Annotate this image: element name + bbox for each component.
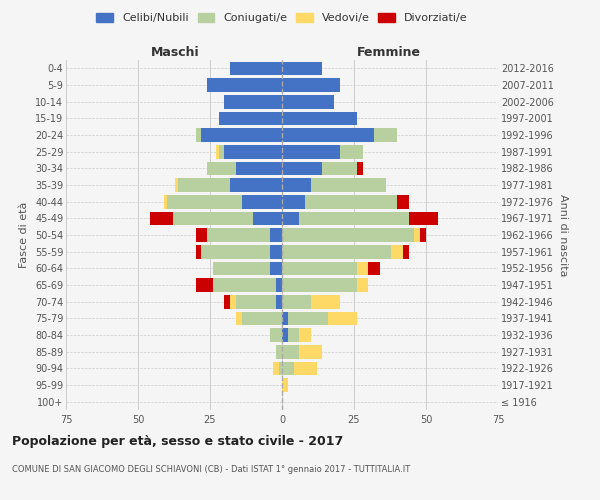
Bar xyxy=(216,145,218,158)
Bar xyxy=(282,312,288,325)
Bar xyxy=(368,262,380,275)
Bar xyxy=(282,178,311,192)
Bar xyxy=(282,345,299,358)
Bar xyxy=(357,162,362,175)
Bar xyxy=(207,78,282,92)
Bar xyxy=(271,228,282,242)
Bar xyxy=(236,295,276,308)
Bar xyxy=(167,195,242,208)
Bar xyxy=(175,178,178,192)
Bar xyxy=(311,295,340,308)
Bar xyxy=(282,62,322,75)
Bar xyxy=(271,262,282,275)
Bar xyxy=(397,195,409,208)
Bar xyxy=(213,262,271,275)
Y-axis label: Fasce di età: Fasce di età xyxy=(19,202,29,268)
Bar xyxy=(274,362,279,375)
Bar xyxy=(288,312,328,325)
Bar xyxy=(149,212,173,225)
Bar xyxy=(164,195,167,208)
Bar xyxy=(236,162,282,175)
Bar xyxy=(230,62,282,75)
Bar xyxy=(230,295,236,308)
Bar xyxy=(202,245,271,258)
Bar xyxy=(207,162,236,175)
Y-axis label: Anni di nascita: Anni di nascita xyxy=(557,194,568,276)
Bar xyxy=(282,295,311,308)
Bar xyxy=(282,362,293,375)
Bar xyxy=(242,312,282,325)
Bar xyxy=(282,128,374,142)
Bar xyxy=(213,278,276,292)
Bar xyxy=(207,228,271,242)
Bar xyxy=(224,295,230,308)
Bar xyxy=(271,245,282,258)
Bar xyxy=(282,212,299,225)
Bar xyxy=(282,78,340,92)
Bar xyxy=(276,295,282,308)
Bar xyxy=(403,245,409,258)
Bar xyxy=(236,312,242,325)
Bar xyxy=(282,245,391,258)
Bar xyxy=(374,128,397,142)
Bar xyxy=(218,145,224,158)
Bar xyxy=(178,178,230,192)
Bar xyxy=(288,328,299,342)
Bar xyxy=(282,328,288,342)
Bar xyxy=(357,278,368,292)
Bar xyxy=(196,245,202,258)
Bar xyxy=(357,262,368,275)
Bar xyxy=(271,328,282,342)
Bar xyxy=(242,195,282,208)
Bar xyxy=(196,228,207,242)
Bar xyxy=(415,228,420,242)
Bar xyxy=(224,145,282,158)
Bar xyxy=(391,245,403,258)
Bar xyxy=(322,162,357,175)
Bar xyxy=(282,195,305,208)
Legend: Celibi/Nubili, Coniugati/e, Vedovi/e, Divorziati/e: Celibi/Nubili, Coniugati/e, Vedovi/e, Di… xyxy=(92,8,472,28)
Bar xyxy=(279,362,282,375)
Bar xyxy=(328,312,357,325)
Bar xyxy=(282,95,334,108)
Bar xyxy=(340,145,362,158)
Bar xyxy=(282,145,340,158)
Bar xyxy=(299,328,311,342)
Bar xyxy=(420,228,426,242)
Bar xyxy=(409,212,437,225)
Bar xyxy=(276,278,282,292)
Bar xyxy=(282,112,357,125)
Bar xyxy=(196,278,213,292)
Text: Femmine: Femmine xyxy=(356,46,421,59)
Bar xyxy=(202,128,282,142)
Text: Maschi: Maschi xyxy=(151,46,200,59)
Bar xyxy=(230,178,282,192)
Bar xyxy=(282,228,415,242)
Bar xyxy=(196,128,202,142)
Bar xyxy=(218,112,282,125)
Bar xyxy=(282,278,357,292)
Bar xyxy=(253,212,282,225)
Bar xyxy=(173,212,253,225)
Bar xyxy=(282,378,288,392)
Bar xyxy=(224,95,282,108)
Bar xyxy=(282,262,357,275)
Bar xyxy=(282,162,322,175)
Text: COMUNE DI SAN GIACOMO DEGLI SCHIAVONI (CB) - Dati ISTAT 1° gennaio 2017 - TUTTIT: COMUNE DI SAN GIACOMO DEGLI SCHIAVONI (C… xyxy=(12,465,410,474)
Bar xyxy=(299,212,409,225)
Bar xyxy=(276,345,282,358)
Bar xyxy=(293,362,317,375)
Bar xyxy=(299,345,322,358)
Bar xyxy=(305,195,397,208)
Text: Popolazione per età, sesso e stato civile - 2017: Popolazione per età, sesso e stato civil… xyxy=(12,435,343,448)
Bar xyxy=(311,178,386,192)
